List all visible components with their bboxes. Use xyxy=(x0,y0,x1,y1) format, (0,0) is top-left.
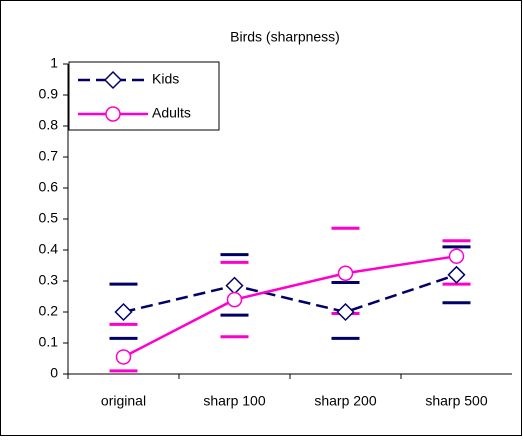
x-tick-label: sharp 200 xyxy=(314,393,376,409)
legend-box xyxy=(68,61,220,131)
marker xyxy=(447,265,466,284)
marker xyxy=(337,265,354,281)
x-tick-label: sharp 100 xyxy=(203,393,265,409)
y-tick-label: 0.3 xyxy=(39,272,59,288)
legend-label: Kids xyxy=(152,71,179,87)
y-tick-label: 0.6 xyxy=(39,179,59,195)
legend-label: Adults xyxy=(152,105,191,121)
marker xyxy=(114,302,133,322)
marker xyxy=(115,349,132,365)
y-tick-label: 1 xyxy=(50,55,58,71)
y-tick-label: 0.4 xyxy=(39,241,59,257)
series-line xyxy=(122,254,457,359)
marker xyxy=(336,302,355,322)
marker xyxy=(103,70,123,90)
chart-title: Birds (sharpness) xyxy=(230,29,340,45)
marker xyxy=(226,291,243,308)
x-tick-label: original xyxy=(101,393,146,409)
y-tick-label: 0.5 xyxy=(39,210,59,226)
y-tick-label: 0.1 xyxy=(39,334,59,350)
x-tick-label: sharp 500 xyxy=(425,393,487,409)
marker xyxy=(105,106,121,122)
series-line xyxy=(123,273,457,314)
y-tick-label: 0.7 xyxy=(39,148,59,164)
y-tick-label: 0.8 xyxy=(39,117,59,133)
y-tick-label: 0.2 xyxy=(39,303,59,319)
marker xyxy=(448,248,465,264)
y-tick-label: 0 xyxy=(50,365,58,381)
y-tick-label: 0.9 xyxy=(39,86,59,102)
